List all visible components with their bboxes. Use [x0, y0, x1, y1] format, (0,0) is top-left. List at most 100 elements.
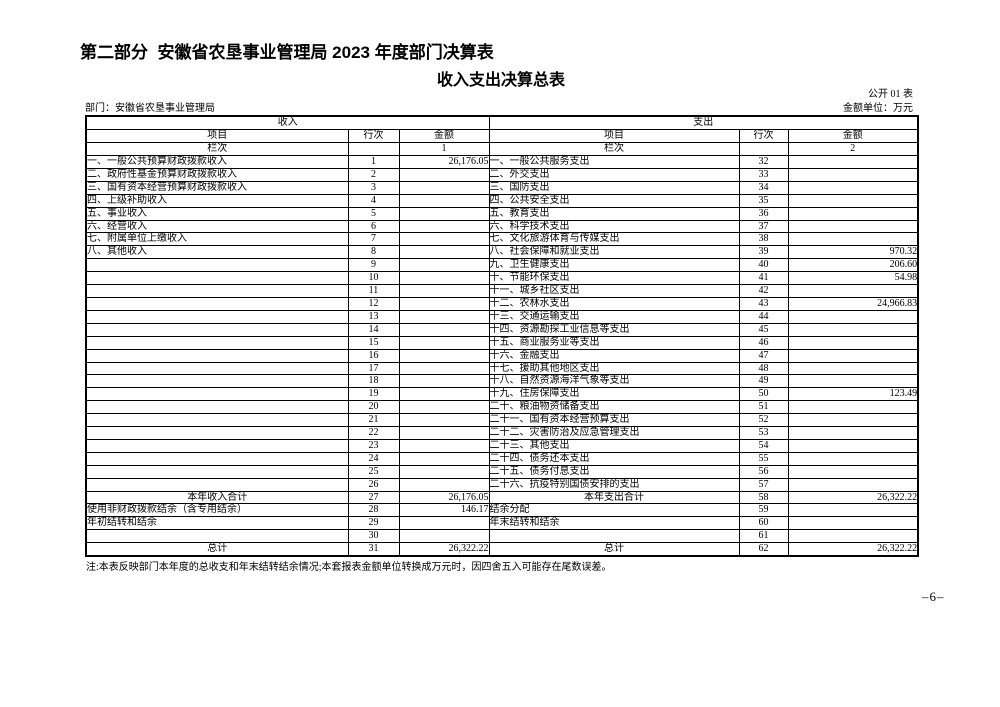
- expense-item-cell: 总计: [488, 542, 740, 557]
- table-row: 25 二十五、债务付息支出 56: [85, 464, 919, 479]
- income-line-cell: 18: [347, 374, 400, 389]
- expense-amount-cell: 24,966.83: [787, 296, 919, 311]
- expense-amount-cell: [787, 438, 919, 453]
- expense-item-cell: 十五、商业服务业等支出: [488, 335, 740, 350]
- income-item-cell: 本年收入合计: [85, 490, 349, 505]
- income-item-cell: 五、事业收入: [85, 206, 349, 221]
- expense-item-cell: 二、外交支出: [488, 167, 740, 182]
- income-line-cell: 31: [347, 542, 400, 557]
- table-row: 八、其他收入 8 八、社会保障和就业支出 39 970.32: [85, 245, 919, 260]
- expense-col-amount-header: 金额: [787, 129, 919, 143]
- expense-amount-cell: [787, 464, 919, 479]
- income-amount-cell: [398, 464, 490, 479]
- income-item-cell: [85, 464, 349, 479]
- table-row: 三、国有资本经营预算财政拨款收入 3 三、国防支出 34: [85, 180, 919, 195]
- expense-item-cell: 二十一、国有资本经营预算支出: [488, 413, 740, 428]
- expense-line-cell: 46: [738, 335, 789, 350]
- income-line-cell: 6: [347, 219, 400, 234]
- income-line-cell: 15: [347, 335, 400, 350]
- expense-amount-cell: [787, 451, 919, 466]
- income-amount-cell: [398, 348, 490, 363]
- table-title: 收入支出决算总表: [436, 72, 565, 89]
- income-item-cell: 二、政府性基金预算财政拨款收入: [85, 167, 349, 182]
- income-line-cell: 16: [347, 348, 400, 363]
- income-item-cell: [85, 374, 349, 389]
- expense-item-cell: 十二、农林水支出: [488, 296, 740, 311]
- income-line-cell: 19: [347, 387, 400, 402]
- budget-table: 收入 支出 项目 行次 金额 项目 行次 金额 栏次 1 栏次 2 一、一般公共…: [85, 115, 920, 558]
- income-amount-cell: 26,176.05: [398, 490, 490, 505]
- expense-amount-cell: [787, 374, 919, 389]
- table-row: 24 二十四、债务还本支出 55: [85, 451, 919, 466]
- table-row: 总计 31 26,322.22 总计 62 26,322.22: [85, 542, 919, 557]
- expense-item-cell: 二十二、灾害防治及应急管理支出: [488, 426, 740, 440]
- expense-line-cell: 62: [738, 542, 789, 557]
- income-amount-cell: [398, 284, 490, 298]
- income-amount-cell: [398, 387, 490, 402]
- income-item-cell: [85, 477, 349, 492]
- expense-amount-cell: [787, 503, 919, 518]
- section-header-row: 收入 支出: [85, 115, 919, 130]
- income-line-cell: 11: [347, 284, 400, 298]
- expense-amount-cell: [787, 232, 919, 247]
- table-row: 9 九、卫生健康支出 40 206.60: [85, 258, 919, 273]
- income-item-cell: [85, 258, 349, 273]
- table-row: 26 二十六、抗疫特别国债安排的支出 57: [85, 477, 919, 492]
- expense-item-cell: 十六、金融支出: [488, 348, 740, 363]
- expense-item-cell: 一、一般公共服务支出: [488, 155, 740, 169]
- expense-item-cell: 二十六、抗疫特别国债安排的支出: [488, 477, 740, 492]
- income-amount-cell: [398, 529, 490, 544]
- expense-amount-cell: [787, 477, 919, 492]
- income-line-cell: 3: [347, 180, 400, 195]
- income-amount-cell: [398, 309, 490, 324]
- income-line-cell: 13: [347, 309, 400, 324]
- income-item-cell: 使用非财政拨款结余（含专用结余）: [85, 503, 349, 518]
- expense-amount-cell: [787, 155, 919, 169]
- table-row: 21 二十一、国有资本经营预算支出 52: [85, 413, 919, 428]
- expense-line-cell: 36: [738, 206, 789, 221]
- income-amount-cell: [398, 361, 490, 376]
- table-row: 11 十一、城乡社区支出 42: [85, 284, 919, 298]
- table-row: 14 十四、资源勘探工业信息等支出 45: [85, 322, 919, 337]
- expense-line-cell: 44: [738, 309, 789, 324]
- income-amount-cell: [398, 413, 490, 428]
- expense-line-cell: 33: [738, 167, 789, 182]
- expense-item-cell: 十九、住房保障支出: [488, 387, 740, 402]
- income-amount-cell: [398, 400, 490, 415]
- expense-amount-cell: [787, 348, 919, 363]
- expense-item-cell: 三、国防支出: [488, 180, 740, 195]
- expense-item-cell: 六、科学技术支出: [488, 219, 740, 234]
- expense-amount-cell: [787, 335, 919, 350]
- table-row: 本年收入合计 27 26,176.05 本年支出合计 58 26,322.22: [85, 490, 919, 505]
- income-col-amount-header: 金额: [398, 129, 490, 143]
- table-row: 10 十、节能环保支出 41 54.98: [85, 271, 919, 286]
- expense-line-cell: 47: [738, 348, 789, 363]
- income-item-cell: 六、经营收入: [85, 219, 349, 234]
- income-amount-cell: 26,176.05: [398, 155, 490, 169]
- expense-amount-cell: 206.60: [787, 258, 919, 273]
- table-row: 12 十二、农林水支出 43 24,966.83: [85, 296, 919, 311]
- income-line-cell: 23: [347, 438, 400, 453]
- income-amount-cell: [398, 206, 490, 221]
- income-line-cell: 17: [347, 361, 400, 376]
- expense-line-cell: 50: [738, 387, 789, 402]
- expense-line-cell: 32: [738, 155, 789, 169]
- expense-amount-cell: [787, 167, 919, 182]
- income-amount-cell: [398, 322, 490, 337]
- income-item-cell: 年初结转和结余: [85, 516, 349, 531]
- expense-amount-cell: 26,322.22: [787, 490, 919, 505]
- income-line-cell: 2: [347, 167, 400, 182]
- income-item-cell: 七、附属单位上缴收入: [85, 232, 349, 247]
- table-row: 23 二十三、其他支出 54: [85, 438, 919, 453]
- income-line-cell: 29: [347, 516, 400, 531]
- expense-amount-cell: [787, 400, 919, 415]
- income-item-cell: [85, 271, 349, 286]
- column-header-row: 项目 行次 金额 项目 行次 金额: [85, 129, 919, 143]
- expense-line-cell: 39: [738, 245, 789, 260]
- income-item-cell: [85, 387, 349, 402]
- expense-item-cell: 十七、援助其他地区支出: [488, 361, 740, 376]
- table-row: 二、政府性基金预算财政拨款收入 2 二、外交支出 33: [85, 167, 919, 182]
- income-amount-cell: [398, 167, 490, 182]
- table-row: 30 61: [85, 529, 919, 544]
